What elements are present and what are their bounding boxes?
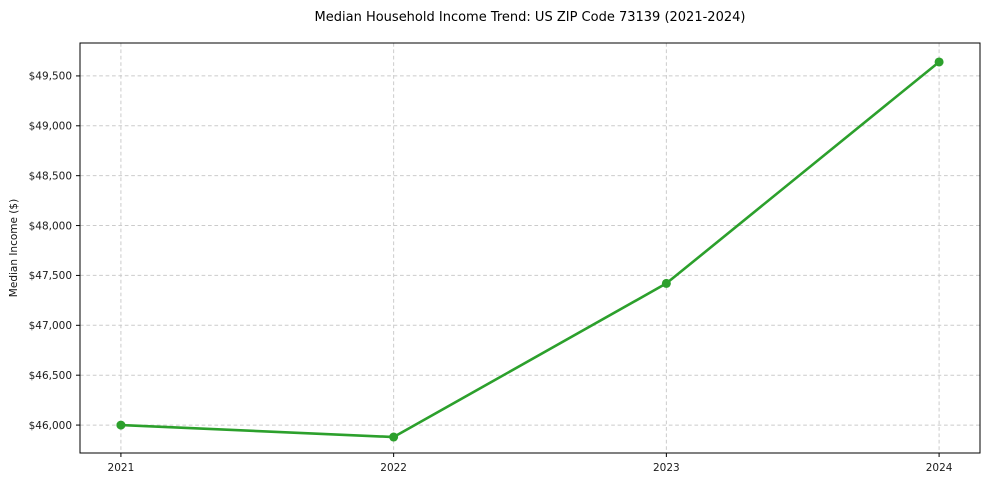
income-trend-line (119, 60, 941, 439)
y-tick-label: $48,500 (29, 170, 72, 182)
y-tick-label: $47,500 (29, 270, 72, 282)
data-point-2021 (116, 420, 126, 430)
y-tick-label: $47,000 (29, 320, 72, 332)
data-point-2023 (661, 278, 671, 288)
data-point-2024 (934, 57, 944, 67)
y-tick-label: $48,000 (29, 220, 72, 232)
x-tick-label: 2024 (926, 462, 953, 474)
y-tick-label: $49,000 (29, 120, 72, 132)
x-tick-label: 2021 (108, 462, 135, 474)
data-point-2022 (389, 432, 399, 442)
x-tick-label: 2022 (380, 462, 407, 474)
y-tick-label: $46,500 (29, 370, 72, 382)
x-tick-label: 2023 (653, 462, 680, 474)
y-tick-label: $46,000 (29, 420, 72, 432)
y-tick-label: $49,500 (29, 71, 72, 83)
chart-title: Median Household Income Trend: US ZIP Co… (314, 10, 746, 25)
plot-border (79, 42, 981, 454)
